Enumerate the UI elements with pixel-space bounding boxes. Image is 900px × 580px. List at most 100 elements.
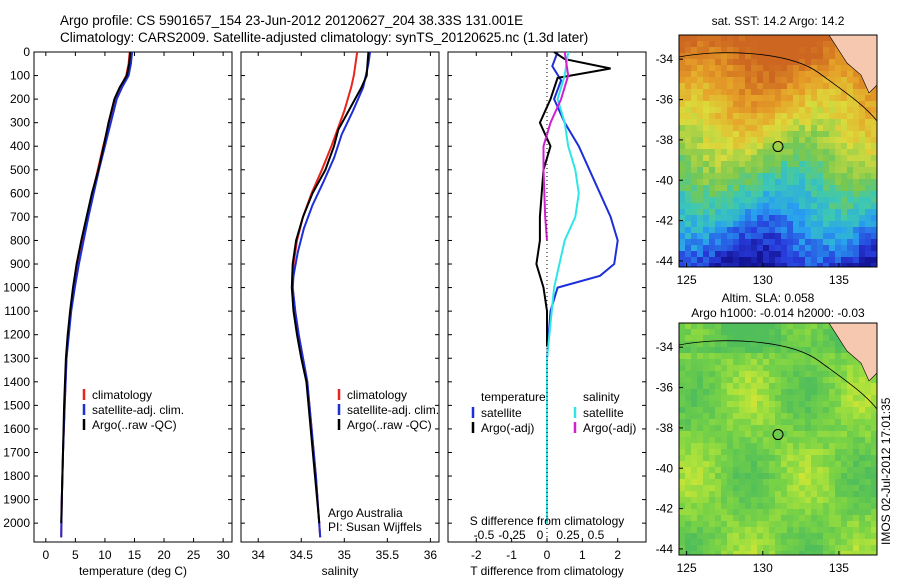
map-cell <box>787 449 794 456</box>
map-cell <box>733 167 740 174</box>
map-cell <box>811 539 818 546</box>
map-cell <box>835 245 842 252</box>
map-cell <box>679 89 686 96</box>
map-cell <box>799 143 806 150</box>
map-cell <box>841 479 848 486</box>
map-cell <box>823 413 830 420</box>
map-cell <box>733 449 740 456</box>
map-cell <box>703 491 710 498</box>
map-cell <box>769 113 776 120</box>
map-cell <box>769 71 776 78</box>
map-cell <box>685 167 692 174</box>
map-cell <box>853 515 860 522</box>
map-cell <box>751 329 758 336</box>
map-cell <box>727 467 734 474</box>
map-cell <box>763 209 770 216</box>
map-cell <box>847 161 854 168</box>
map-cell <box>697 527 704 534</box>
map-cell <box>811 485 818 492</box>
map-cell <box>871 155 877 162</box>
map-cell <box>817 395 824 402</box>
map-cell <box>697 539 704 546</box>
map-cell <box>841 227 848 234</box>
map-cell <box>853 89 860 96</box>
map-cell <box>805 449 812 456</box>
map-cell <box>733 485 740 492</box>
map-cell <box>751 149 758 156</box>
map-cell <box>859 443 866 450</box>
map-cell <box>697 545 704 552</box>
map-cell <box>691 77 698 84</box>
map-cell <box>715 233 722 240</box>
map-cell <box>769 323 776 330</box>
map-cell <box>775 431 782 438</box>
map-cell <box>679 245 686 252</box>
map-cell <box>733 263 740 267</box>
map-cell <box>799 455 806 462</box>
map-cell <box>781 419 788 426</box>
map-cell <box>775 401 782 408</box>
map-cell <box>763 143 770 150</box>
map-cell <box>787 203 794 210</box>
map-cell <box>829 155 836 162</box>
map-cell <box>781 353 788 360</box>
map-cell <box>697 191 704 198</box>
map-cell <box>799 467 806 474</box>
map-cell <box>763 425 770 432</box>
map-cell <box>733 209 740 216</box>
map-cell <box>787 167 794 174</box>
map-cell <box>817 35 824 42</box>
map-cell <box>715 401 722 408</box>
map-cell <box>793 335 800 342</box>
map-cell <box>757 197 764 204</box>
map-cell <box>811 155 818 162</box>
map-cell <box>805 365 812 372</box>
map-cell <box>727 389 734 396</box>
map-cell <box>733 497 740 504</box>
map-cell <box>817 263 824 267</box>
map-cell <box>817 143 824 150</box>
map-cell <box>721 509 728 516</box>
map-cell <box>679 107 686 114</box>
map-cell <box>691 395 698 402</box>
s-tick-label: 0 <box>537 528 544 542</box>
map-cell <box>769 251 776 258</box>
map-cell <box>715 77 722 84</box>
map-cell <box>871 545 877 552</box>
series-line-argo-raw-qc- <box>60 52 132 524</box>
map-cell <box>871 95 877 102</box>
map-cell <box>841 461 848 468</box>
map-cell <box>691 431 698 438</box>
map-cell <box>739 233 746 240</box>
map-cell <box>757 509 764 516</box>
map-cell <box>697 77 704 84</box>
map-cell <box>715 467 722 474</box>
map-cell <box>727 125 734 132</box>
y-tick-label: 500 <box>10 163 30 177</box>
map-cell <box>859 125 866 132</box>
map-cell <box>817 479 824 486</box>
map-cell <box>871 515 877 522</box>
map-cell <box>733 539 740 546</box>
map-cell <box>871 539 877 546</box>
map-cell <box>799 59 806 66</box>
map-cell <box>697 473 704 480</box>
map-cell <box>793 395 800 402</box>
map-cell <box>871 467 877 474</box>
map-cell <box>799 161 806 168</box>
map-cell <box>769 455 776 462</box>
map-cell <box>739 323 746 330</box>
map-cell <box>781 191 788 198</box>
map-cell <box>823 209 830 216</box>
map-cell <box>817 203 824 210</box>
map-cell <box>715 497 722 504</box>
map-cell <box>703 407 710 414</box>
map-cell <box>733 461 740 468</box>
map-cell <box>871 263 877 267</box>
map-cell <box>751 65 758 72</box>
map-cell <box>763 101 770 108</box>
map-cell <box>697 179 704 186</box>
map-cell <box>829 395 836 402</box>
map-cell <box>763 503 770 510</box>
map-cell <box>709 65 716 72</box>
